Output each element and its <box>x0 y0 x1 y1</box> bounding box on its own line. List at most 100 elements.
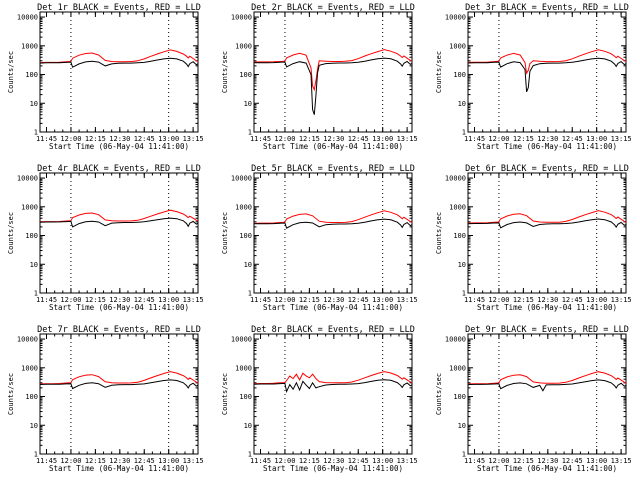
y-tick-label: 1 <box>248 290 252 298</box>
x-tick-label: 13:00 <box>586 457 607 465</box>
x-tick-label: 12:30 <box>323 457 344 465</box>
x-tick-label: 12:00 <box>60 135 81 143</box>
panel-title: Det 9r BLACK = Events, RED = LLD <box>465 325 629 335</box>
x-tick-label: 13:15 <box>183 296 204 304</box>
y-tick-label: 10 <box>244 422 252 430</box>
y-tick-label: 1000 <box>449 203 466 211</box>
y-tick-label: 1000 <box>449 42 466 50</box>
x-tick-label: 12:30 <box>537 457 558 465</box>
series-lld-line <box>253 371 413 385</box>
series-events-line <box>467 218 627 229</box>
y-tick-label: 1 <box>34 290 38 298</box>
x-tick-label: 12:30 <box>323 135 344 143</box>
y-tick-label: 100 <box>25 393 38 401</box>
plot-frame <box>253 11 413 133</box>
x-tick-label: 13:00 <box>372 457 393 465</box>
y-tick-label: 10 <box>30 100 38 108</box>
y-tick-label: 10000 <box>231 336 252 344</box>
x-tick-label: 12:00 <box>60 296 81 304</box>
x-tick-label: 12:15 <box>513 135 534 143</box>
y-tick-label: 1 <box>462 451 466 459</box>
x-tick-label: 12:15 <box>85 296 106 304</box>
x-tick-label: 12:15 <box>85 457 106 465</box>
y-axis-label: Counts/sec <box>435 373 443 415</box>
x-tick-label: 13:00 <box>372 135 393 143</box>
x-tick-label: 12:00 <box>274 296 295 304</box>
series-lld-line <box>467 210 627 224</box>
x-tick-label: 12:15 <box>513 457 534 465</box>
series-lld-line <box>39 209 199 223</box>
plot-frame <box>253 172 413 294</box>
x-tick-label: 11:45 <box>36 296 57 304</box>
series-events-line <box>253 57 413 115</box>
y-axis-label: Counts/sec <box>221 212 229 254</box>
y-tick-label: 100 <box>453 393 466 401</box>
y-tick-label: 1 <box>248 451 252 459</box>
x-tick-label: 13:00 <box>586 296 607 304</box>
y-tick-label: 1000 <box>235 364 252 372</box>
x-axis-label: Start Time (06-May-04 11:41:00) <box>477 464 617 473</box>
x-tick-label: 13:15 <box>397 296 418 304</box>
y-tick-label: 1 <box>34 129 38 137</box>
y-tick-label: 1 <box>462 129 466 137</box>
panel-det-5: Det 5r BLACK = Events, RED = LLD 1 10 100 10… <box>221 164 418 312</box>
y-tick-label: 100 <box>239 232 252 240</box>
x-tick-label: 13:15 <box>611 135 632 143</box>
panel-title: Det 8r BLACK = Events, RED = LLD <box>251 325 415 335</box>
x-tick-label: 12:15 <box>299 135 320 143</box>
panel-det-7: Det 7r BLACK = Events, RED = LLD 1 10 100 10… <box>7 325 204 473</box>
series-events-line <box>467 57 627 92</box>
panel-det-4: Det 4r BLACK = Events, RED = LLD 1 10 100 10… <box>7 164 204 312</box>
panel-det-6: Det 6r BLACK = Events, RED = LLD 1 10 100 10… <box>435 164 632 312</box>
x-tick-label: 13:00 <box>158 296 179 304</box>
y-tick-label: 10 <box>30 422 38 430</box>
x-tick-label: 12:30 <box>537 296 558 304</box>
series-lld-line <box>253 210 413 224</box>
x-tick-label: 13:15 <box>183 457 204 465</box>
series-events-line <box>467 379 627 392</box>
plot-frame <box>253 333 413 455</box>
series-events-line <box>253 218 413 229</box>
x-tick-label: 12:00 <box>274 457 295 465</box>
panel-title: Det 2r BLACK = Events, RED = LLD <box>251 3 415 13</box>
x-axis-label: Start Time (06-May-04 11:41:00) <box>477 303 617 312</box>
y-tick-label: 10000 <box>445 175 466 183</box>
x-axis-label: Start Time (06-May-04 11:41:00) <box>477 142 617 151</box>
y-tick-label: 1 <box>462 290 466 298</box>
x-tick-label: 11:45 <box>464 296 485 304</box>
y-tick-label: 1 <box>248 129 252 137</box>
x-tick-label: 12:30 <box>537 135 558 143</box>
x-axis-label: Start Time (06-May-04 11:41:00) <box>263 464 403 473</box>
y-tick-label: 100 <box>25 71 38 79</box>
y-axis-label: Counts/sec <box>435 212 443 254</box>
x-tick-label: 13:00 <box>158 135 179 143</box>
series-lld-line <box>39 49 199 64</box>
x-tick-label: 11:45 <box>36 457 57 465</box>
plot-frame <box>39 172 199 294</box>
x-tick-label: 12:30 <box>109 135 130 143</box>
x-tick-label: 12:45 <box>134 135 155 143</box>
y-tick-label: 1000 <box>235 42 252 50</box>
x-tick-label: 12:00 <box>274 135 295 143</box>
x-tick-label: 12:45 <box>348 135 369 143</box>
plot-frame <box>39 333 199 455</box>
series-lld-line <box>253 49 413 92</box>
x-tick-label: 11:45 <box>464 457 485 465</box>
x-tick-label: 12:00 <box>488 296 509 304</box>
y-tick-label: 1000 <box>449 364 466 372</box>
panel-det-8: Det 8r BLACK = Events, RED = LLD 1 10 100 10… <box>221 325 418 473</box>
y-tick-label: 1000 <box>21 42 38 50</box>
y-tick-label: 10 <box>244 261 252 269</box>
x-tick-label: 12:30 <box>323 296 344 304</box>
y-tick-label: 100 <box>239 71 252 79</box>
y-axis-label: Counts/sec <box>7 212 15 254</box>
x-tick-label: 12:15 <box>513 296 534 304</box>
x-axis-label: Start Time (06-May-04 11:41:00) <box>263 142 403 151</box>
y-tick-label: 1000 <box>21 203 38 211</box>
plot-frame <box>467 11 627 133</box>
y-tick-label: 10000 <box>231 175 252 183</box>
x-axis-label: Start Time (06-May-04 11:41:00) <box>263 303 403 312</box>
x-tick-label: 13:15 <box>611 457 632 465</box>
y-tick-label: 1 <box>34 451 38 459</box>
